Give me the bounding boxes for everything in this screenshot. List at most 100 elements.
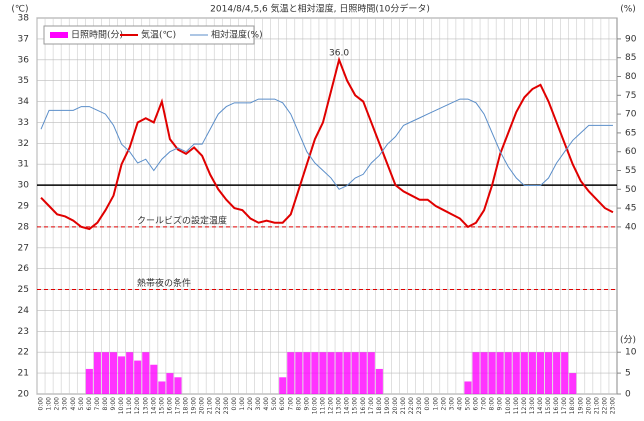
y2-tick-label: 75 [625,91,636,101]
x-tick-label: 11:00 [126,397,133,414]
sunshine-bar [110,352,118,394]
series-line [40,56,614,231]
y-tick-label: 22 [18,348,29,358]
sunshine-bar [101,352,109,394]
y-tick-label: 21 [18,369,29,379]
x-tick-label: 20:00 [392,397,399,414]
y-tick-label: 24 [18,306,30,316]
series-line [40,98,613,190]
sunshine-bar [126,352,134,394]
y-tick-label: 30 [18,181,30,191]
sunshine-bar [528,352,536,394]
sunshine-bar [279,377,287,394]
x-tick-label: 10:00 [311,397,318,414]
y2-tick-label: 55 [625,166,636,176]
x-tick-label: 2:00 [440,397,447,411]
x-tick-label: 0:00 [424,397,431,411]
sunshine-bar [93,352,101,394]
sunshine-bar [303,352,311,394]
y3-tick-label: 5 [625,369,631,379]
y-tick-label: 31 [18,160,29,170]
y2-tick-label: 45 [625,204,636,214]
sunshine-bar [512,352,520,394]
x-tick-label: 15:00 [158,397,165,414]
x-tick-label: 0:00 [38,397,45,411]
sunshine-bar [496,352,504,394]
x-tick-label: 23:00 [416,397,423,414]
y2-tick-label: 65 [625,128,636,138]
legend-label: 気温(℃) [141,29,176,41]
sunshine-bar [319,352,327,394]
sunshine-bar [150,364,158,394]
sunshine-bar [327,352,335,394]
x-tick-label: 4:00 [456,397,463,411]
x-tick-label: 20:00 [199,397,206,414]
x-tick-label: 3:00 [62,397,69,411]
x-tick-label: 23:00 [609,397,616,414]
x-tick-label: 21:00 [593,397,600,414]
x-tick-label: 3:00 [448,397,455,411]
y-tick-label: 33 [18,118,29,128]
x-tick-label: 16:00 [553,397,560,414]
x-tick-label: 22:00 [408,397,415,414]
reference-label: クールビズの設定温度 [137,214,227,226]
x-tick-label: 22:00 [215,397,222,414]
x-tick-label: 14:00 [344,397,351,414]
x-tick-label: 15:00 [352,397,359,414]
x-tick-label: 18:00 [183,397,190,414]
x-tick-label: 17:00 [368,397,375,414]
annotation: 36.0 [329,48,349,58]
x-tick-label: 17:00 [561,397,568,414]
y2-tick-label: 80 [625,72,637,82]
y-tick-label: 37 [18,34,29,44]
y2-tick-label: 70 [625,110,637,120]
sunshine-bar [287,352,295,394]
x-tick-label: 1:00 [46,397,53,411]
x-tick-label: 7:00 [481,397,488,411]
y-tick-label: 38 [18,14,30,24]
x-tick-label: 23:00 [223,397,230,414]
sunshine-bar [504,352,512,394]
sunshine-bar [351,352,359,394]
x-tick-label: 6:00 [279,397,286,411]
y-tick-label: 25 [18,285,29,295]
y2-tick-label: 85 [625,53,636,63]
x-tick-label: 19:00 [384,397,391,414]
x-tick-label: 16:00 [360,397,367,414]
y2-tick-label: 50 [625,185,637,195]
x-tick-label: 2:00 [54,397,61,411]
x-tick-label: 10:00 [118,397,125,414]
x-tick-label: 1:00 [239,397,246,411]
sunshine-bar [85,368,93,394]
x-tick-label: 9:00 [303,397,310,411]
sunshine-bar [545,352,553,394]
x-tick-label: 11:00 [319,397,326,414]
y3-tick-label: 10 [625,348,637,358]
sunshine-bar [158,381,166,394]
x-tick-label: 1:00 [432,397,439,411]
x-tick-label: 12:00 [521,397,528,414]
sunshine-bar [166,373,174,394]
x-tick-label: 9:00 [110,397,117,411]
x-tick-label: 4:00 [70,397,77,411]
sunshine-bar [142,352,150,394]
sunshine-bar [520,352,528,394]
y-tick-label: 26 [18,264,30,274]
x-tick-label: 6:00 [473,397,480,411]
sunshine-bar [488,352,496,394]
legend-box [43,25,255,45]
y-tick-label: 29 [18,202,30,212]
x-tick-label: 8:00 [295,397,302,411]
y-tick-label: 32 [18,139,29,149]
sunshine-bar [561,352,569,394]
x-tick-label: 6:00 [86,397,93,411]
x-tick-label: 21:00 [400,397,407,414]
sunshine-bar [480,352,488,394]
x-tick-label: 13:00 [336,397,343,414]
x-tick-label: 11:00 [513,397,520,414]
legend-label: 日照時間(分) [71,30,123,41]
x-tick-label: 17:00 [174,397,181,414]
x-tick-label: 18:00 [376,397,383,414]
sunshine-bar [311,352,319,394]
